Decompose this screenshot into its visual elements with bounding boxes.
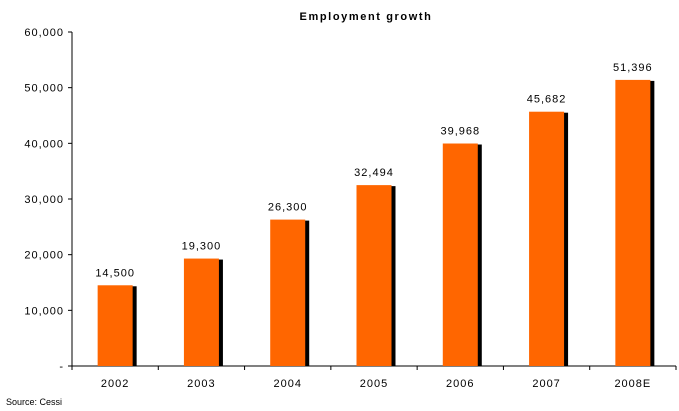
data-label: 32,494 bbox=[354, 167, 394, 179]
y-tick-label: 10,000 bbox=[24, 305, 64, 317]
bar bbox=[356, 185, 392, 366]
x-tick-label: 2002 bbox=[101, 378, 129, 390]
chart-title: Employment growth bbox=[300, 11, 433, 23]
y-tick-label: 50,000 bbox=[24, 83, 64, 95]
x-tick-label: 2004 bbox=[273, 378, 301, 390]
x-tick-label: 2005 bbox=[360, 378, 388, 390]
data-label: 45,682 bbox=[527, 94, 567, 106]
source-note: Source: Cessi bbox=[6, 397, 63, 407]
data-labels: 14,500 19,300 26,300 32,494 39,968 45,682 51,3… bbox=[95, 62, 653, 279]
y-tick-label: 60,000 bbox=[24, 27, 64, 39]
data-label: 51,396 bbox=[613, 62, 653, 74]
bar bbox=[442, 143, 478, 366]
bars bbox=[97, 79, 655, 366]
x-tick-label: 2003 bbox=[187, 378, 215, 390]
bar bbox=[270, 219, 306, 366]
bar bbox=[615, 79, 651, 366]
data-label: 14,500 bbox=[95, 267, 135, 279]
x-tick-label: 2007 bbox=[532, 378, 560, 390]
data-label: 39,968 bbox=[440, 126, 480, 138]
y-tick-label: 40,000 bbox=[24, 138, 64, 150]
x-tick-label: 2006 bbox=[446, 378, 474, 390]
y-tick-label: - bbox=[59, 361, 64, 373]
y-tick-label: 30,000 bbox=[24, 194, 64, 206]
bar bbox=[183, 258, 219, 366]
x-tick-label: 2008E bbox=[614, 378, 651, 390]
data-label: 19,300 bbox=[182, 241, 222, 253]
axes: - 10,000 20,000 30,000 40,000 50,000 60,000 200… bbox=[24, 27, 677, 390]
bar bbox=[529, 111, 565, 366]
bar bbox=[97, 285, 133, 366]
data-label: 26,300 bbox=[268, 202, 308, 214]
y-tick-label: 20,000 bbox=[24, 250, 64, 262]
